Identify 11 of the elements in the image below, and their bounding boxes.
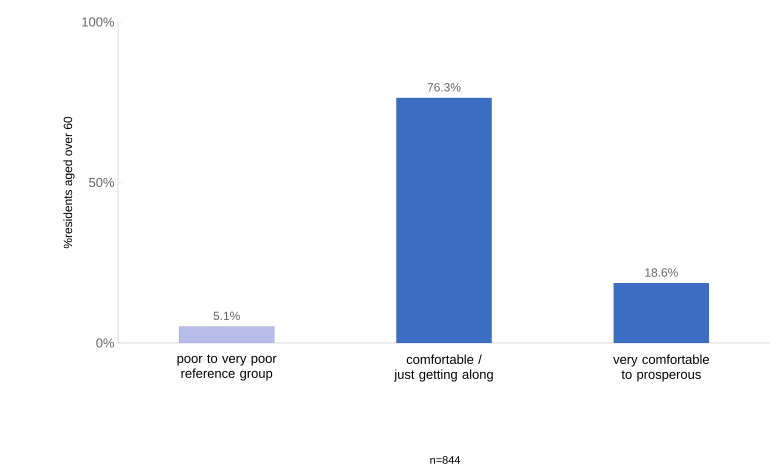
data-label: 5.1% (214, 312, 240, 320)
x-tick-label: very comfortable to prosperous (613, 354, 709, 382)
data-label: 76.3% (428, 83, 461, 92)
y-axis-title: %residents aged over 60 (63, 116, 75, 248)
y-tick-label: 0% (96, 338, 114, 348)
x-tick-label: poor to very poor reference group (177, 354, 276, 381)
y-tick-label: 50% (89, 178, 114, 188)
text: n=844 (430, 456, 460, 464)
x-tick-label: comfortable / just getting along (394, 354, 493, 382)
y-tick-label: 100% (82, 17, 114, 27)
data-label: 18.6% (645, 268, 678, 277)
